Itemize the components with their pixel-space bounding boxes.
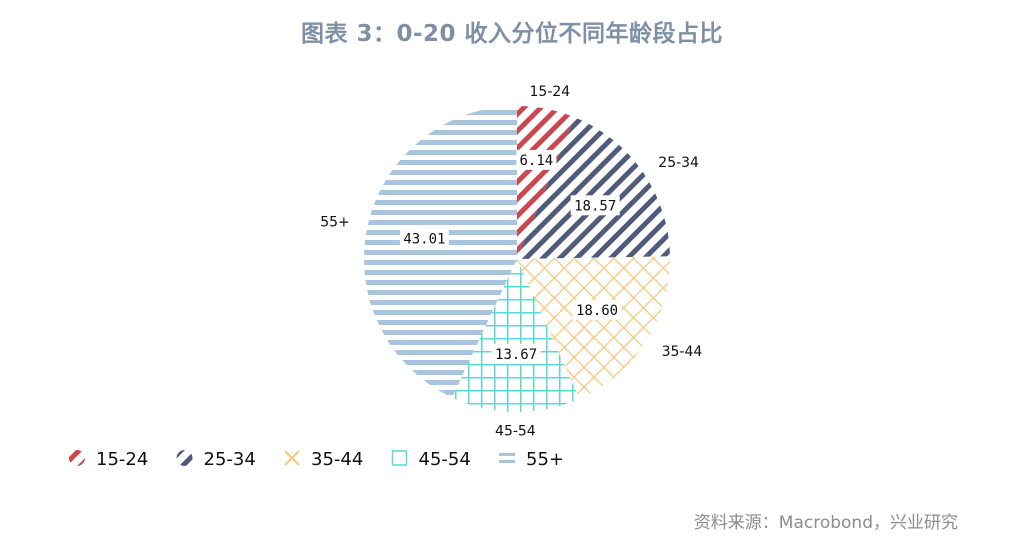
legend-item-15-24: 15-24 (69, 449, 148, 470)
svg-text:18.57: 18.57 (574, 198, 616, 214)
legend-label-15-24: 15-24 (96, 449, 148, 470)
chart-title: 图表 3：0-20 收入分位不同年龄段占比 (300, 21, 724, 47)
legend-swatch-35-44 (284, 450, 300, 466)
source-note: 资料来源：Macrobond，兴业研究 (693, 513, 958, 533)
legend-swatch-55+ (499, 453, 515, 463)
legend-swatch-25-34 (176, 450, 193, 466)
value-label-45-54: 13.67 (491, 343, 541, 364)
value-label-35-44: 18.60 (572, 299, 622, 320)
pie-slice-25-34 (517, 117, 670, 259)
legend-item-45-54: 45-54 (391, 449, 471, 470)
legend-label-55+: 55+ (526, 449, 564, 470)
legend-item-25-34: 25-34 (176, 449, 256, 470)
legend-swatch-45-54 (391, 450, 408, 466)
value-label-15-24: 6.14 (516, 149, 557, 170)
legend-label-45-54: 45-54 (419, 449, 471, 470)
svg-text:6.14: 6.14 (520, 153, 554, 169)
category-label-55+: 55+ (320, 215, 350, 231)
legend-label-35-44: 35-44 (311, 449, 363, 470)
pie-slice-15-24 (517, 106, 575, 259)
category-label-45-54: 45-54 (495, 423, 536, 439)
pie-slice-35-44 (517, 256, 670, 399)
category-label-15-24: 15-24 (530, 84, 571, 100)
svg-text:13.67: 13.67 (495, 347, 537, 363)
legend-item-55+: 55+ (499, 449, 564, 470)
pie-slice-45-54 (451, 259, 580, 412)
legend-swatch-15-24 (69, 450, 85, 466)
svg-text:18.60: 18.60 (576, 303, 618, 319)
svg-text:43.01: 43.01 (403, 231, 445, 247)
legend-label-25-34: 25-34 (204, 449, 256, 470)
category-label-25-34: 25-34 (658, 155, 699, 171)
category-label-35-44: 35-44 (662, 344, 703, 360)
value-label-25-34: 18.57 (570, 195, 620, 216)
legend-item-35-44: 35-44 (284, 449, 363, 470)
value-label-55+: 43.01 (399, 228, 449, 249)
pie-slice-55+ (364, 106, 517, 398)
